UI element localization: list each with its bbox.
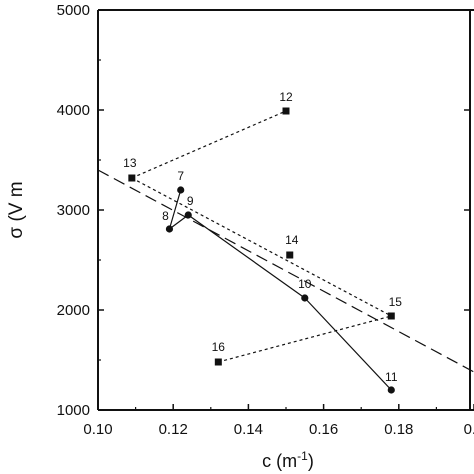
y-tick-label: 4000 [57,102,90,119]
x-axis-title: c (m-1) [262,449,314,471]
dotted-connector-line [218,315,392,363]
data-point-9 [184,211,192,219]
dotted-connector-line [131,110,287,179]
point-label-13: 13 [123,156,137,170]
connector-lines [131,110,392,391]
point-label-11: 11 [385,370,398,384]
point-labels: 7 8 9 10 11 12 13 14 15 16 [123,90,402,384]
fit-line-layer [97,169,474,373]
plot-frame [97,9,474,411]
y-axis-title: σ (V m [6,181,27,238]
y-tick-label: 1000 [57,402,90,419]
point-label-9: 9 [187,194,194,208]
solid-connector-line [168,189,182,230]
data-point-14 [286,251,294,259]
x-tick-label: 0.10 [83,421,112,438]
point-label-8: 8 [162,209,169,223]
dotted-connector-line [131,177,392,317]
point-label-15: 15 [389,295,403,309]
x-tick-label: 0.12 [159,421,188,438]
data-point-13 [128,174,136,182]
point-label-16: 16 [212,340,226,354]
solid-connector-line [187,214,306,299]
data-point-8 [165,225,174,233]
point-label-14: 14 [285,233,299,247]
data-point-12 [282,107,290,115]
x-axis-title-close: ) [308,451,314,471]
point-label-7: 7 [177,169,184,183]
point-label-12: 12 [279,90,293,104]
data-point-11 [387,386,395,394]
x-axis-title-main: c (m [262,451,297,471]
data-point-10 [301,294,309,302]
x-axis-title-sup: -1 [297,449,308,463]
data-markers [128,107,395,394]
x-tick-label: 0.16 [309,421,338,438]
x-tick-label: 0.18 [384,421,413,438]
data-point-16 [214,358,222,366]
point-label-10: 10 [298,277,312,291]
axis-ticks: 0.10 0.12 0.14 0.16 0.18 0.2 1000 2000 3000 4000 5… [57,2,474,438]
y-tick-label: 2000 [57,302,90,319]
data-point-7 [177,186,185,194]
data-point-15 [387,312,395,320]
fit-line [97,169,474,373]
y-tick-label: 5000 [57,2,90,19]
y-tick-label: 3000 [57,202,90,219]
solid-connector-line [304,297,392,391]
x-tick-label: 0.14 [234,421,263,438]
x-tick-label: 0.2 [464,421,474,438]
